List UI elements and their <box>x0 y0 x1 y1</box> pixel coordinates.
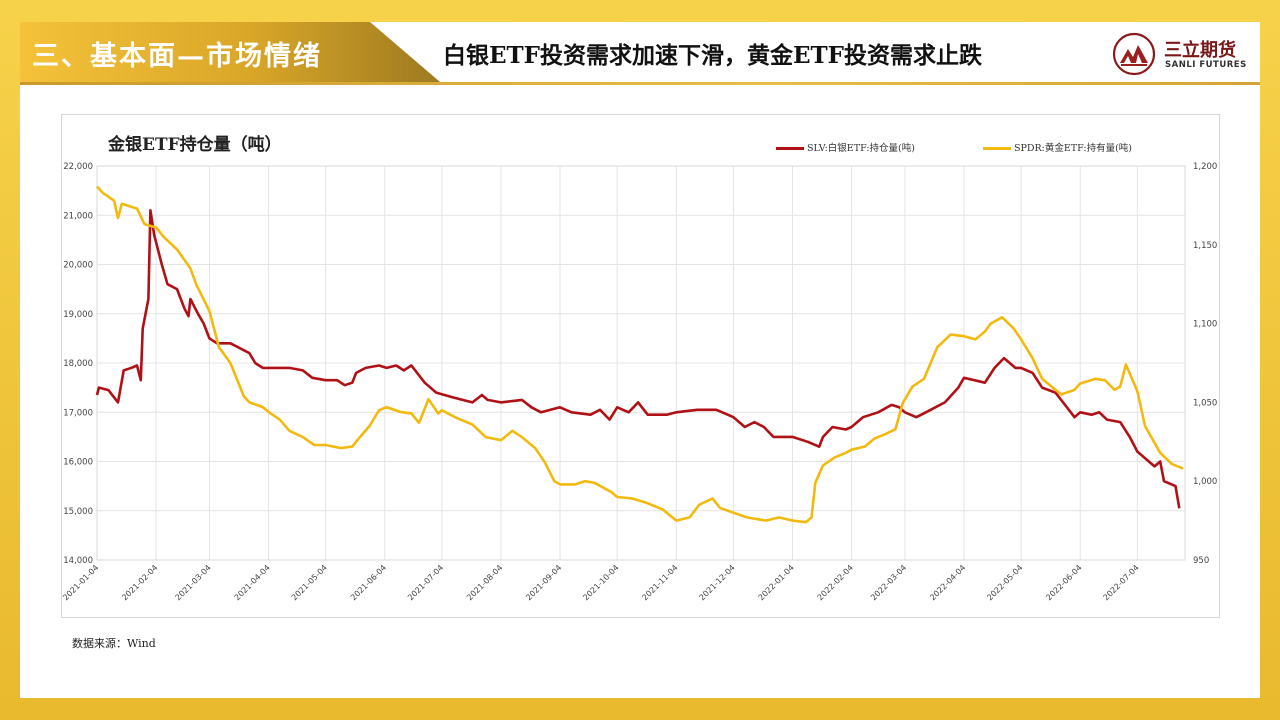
legend-label-gold: SPDR:黄金ETF:持有量(吨) <box>1014 143 1133 154</box>
y-right-tick-label: 1,100 <box>1193 320 1217 330</box>
page-title: 白银ETF投资需求加速下滑，黄金ETF投资需求止跌 <box>443 42 982 69</box>
series-line-silver-etf <box>95 209 1181 509</box>
x-tick-label: 2022-01-04 <box>757 563 796 602</box>
x-tick-label: 2022-04-04 <box>928 563 967 602</box>
x-tick-label: 2022-05-04 <box>985 563 1024 602</box>
y-left-tick-label: 17,000 <box>63 408 93 418</box>
x-tick-label: 2022-02-04 <box>816 563 855 602</box>
header-divider <box>20 82 1260 85</box>
legend-label-silver: SLV:白银ETF:持仓量(吨) <box>807 143 915 154</box>
brand-name-cn: 三立期货 <box>1164 40 1236 61</box>
x-tick-label: 2021-02-04 <box>120 563 159 602</box>
y-left-tick-label: 20,000 <box>63 261 93 271</box>
legend-swatch-silver <box>776 147 804 150</box>
y-left-tick-label: 19,000 <box>63 310 93 320</box>
legend-swatch-gold <box>983 147 1011 150</box>
x-tick-label: 2021-07-04 <box>406 563 445 602</box>
x-tick-label: 2021-12-04 <box>698 563 737 602</box>
y-left-tick-label: 14,000 <box>63 556 93 566</box>
y-right-tick-label: 1,150 <box>1193 241 1217 251</box>
data-source: 数据来源：Wind <box>72 637 156 650</box>
section-title: 三、基本面—市场情绪 <box>32 41 322 72</box>
series-line-gold-etf <box>96 185 1184 524</box>
x-tick-label: 2021-01-04 <box>61 563 100 602</box>
y-left-tick-label: 22,000 <box>63 162 93 172</box>
x-tick-label: 2021-11-04 <box>640 563 679 602</box>
section-tab <box>20 22 440 82</box>
chart-frame <box>61 114 1220 618</box>
sanli-logo-icon <box>1112 32 1156 76</box>
y-left-tick-label: 15,000 <box>63 507 93 517</box>
y-right-tick-label: 1,050 <box>1193 398 1217 408</box>
chart-title: 金银ETF持仓量（吨） <box>108 135 282 155</box>
y-left-tick-label: 16,000 <box>63 458 93 468</box>
plot-area <box>96 165 1186 561</box>
legend-item-gold: SPDR:黄金ETF:持有量(吨) <box>983 140 1132 156</box>
x-tick-label: 2021-09-04 <box>524 563 563 602</box>
x-tick-label: 2021-08-04 <box>465 563 504 602</box>
brand-name-en: SANLI FUTURES <box>1165 60 1247 70</box>
y-right-tick-label: 1,000 <box>1193 477 1217 487</box>
x-tick-label: 2021-06-04 <box>349 563 388 602</box>
x-tick-label: 2021-03-04 <box>174 563 213 602</box>
y-right-tick-label: 950 <box>1193 556 1209 566</box>
x-tick-label: 2021-10-04 <box>581 563 620 602</box>
legend-item-silver: SLV:白银ETF:持仓量(吨) <box>776 140 915 156</box>
y-right-tick-label: 1,200 <box>1193 162 1217 172</box>
y-left-tick-label: 21,000 <box>63 211 93 221</box>
x-tick-label: 2021-05-04 <box>290 563 329 602</box>
x-tick-label: 2022-07-04 <box>1102 563 1141 602</box>
x-tick-label: 2022-03-04 <box>869 563 908 602</box>
x-tick-label: 2021-04-04 <box>233 563 272 602</box>
y-left-tick-label: 18,000 <box>63 359 93 369</box>
x-tick-label: 2022-06-04 <box>1044 563 1083 602</box>
